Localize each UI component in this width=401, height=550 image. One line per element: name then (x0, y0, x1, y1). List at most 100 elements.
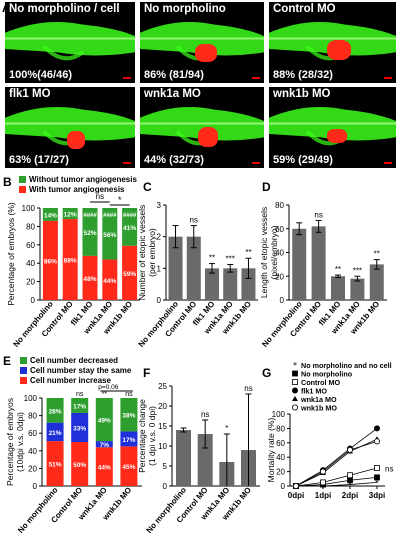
y-tick-label: 0 (163, 482, 168, 491)
fish-body (140, 106, 264, 146)
data-point (374, 474, 380, 481)
significance-label: ns (244, 384, 252, 393)
bar-without-angiogenesis (122, 208, 138, 246)
fish-image-2: No morpholino 86% (81/94) (140, 2, 264, 83)
y-tick-label: 80 (276, 424, 285, 433)
y-axis-label: Percentage of embryos(10dpi v.s. 0dpi) (5, 398, 25, 486)
scale-bar (123, 162, 131, 164)
y-axis-label: Percentage change(1 dpi v.s. 0 dpi) (137, 399, 157, 473)
y-tick-label: 40 (26, 259, 35, 268)
fish-image-3: Control MO 88% (28/32) (269, 2, 396, 83)
y-tick-label: 100 (22, 204, 36, 213)
bar (197, 434, 213, 486)
data-point (347, 477, 353, 484)
significance-label: ns (201, 410, 209, 419)
bar (311, 226, 326, 300)
panel-letter-c: C (143, 180, 152, 194)
legend-swatch (20, 377, 27, 384)
y-tick-label: 20 (26, 278, 35, 287)
y-tick-label: 25 (158, 382, 167, 391)
bar-value-label: 49% (98, 418, 111, 425)
bar-value-label: 86% (44, 258, 57, 265)
tumor-mass (195, 44, 217, 62)
image-stat: 59% (29/49) (273, 154, 333, 166)
image-label: flk1 MO (9, 88, 51, 100)
significance-label: ns (385, 465, 393, 474)
bar-value-label: 12% (64, 212, 77, 219)
x-tick-label: 3dpi (369, 491, 385, 500)
y-axis-label-line: Length of etopic vessels (259, 207, 269, 298)
significance-label: ns (314, 210, 322, 219)
image-label: wnk1b MO (273, 88, 331, 100)
bar (369, 264, 384, 300)
scale-bar (252, 77, 260, 79)
y-tick-label: 0 (31, 296, 36, 305)
data-point (347, 472, 353, 479)
y-axis-label: Length of etopic vessels(pixel/embryo) (259, 207, 279, 298)
bar-without-angiogenesis (42, 208, 58, 221)
tumor-mass (327, 40, 351, 60)
y-tick-label: 20 (276, 468, 285, 477)
tumor-mass (67, 131, 85, 149)
y-tick-label: 100 (272, 410, 286, 419)
legend-swatch (20, 367, 27, 374)
legend-label: Cell number increase (30, 376, 111, 385)
scale-bar (384, 77, 392, 79)
p-value-note: p=0.06 (98, 384, 118, 391)
legend-swatch-green (19, 176, 26, 183)
data-point (319, 468, 326, 475)
fish-image-5: wnk1a MO 44% (32/73) (140, 87, 264, 168)
bar (350, 278, 365, 300)
y-tick-label: 0 (280, 296, 285, 305)
bar-value-label: 44% (103, 278, 116, 285)
significance-label: *** (226, 255, 235, 264)
y-tick-label: 20 (158, 402, 167, 411)
bar-without-angiogenesis (102, 208, 118, 260)
significance-label: ns (190, 216, 198, 225)
bar-value-label: 59% (123, 271, 136, 278)
bar-with-angiogenesis (122, 245, 138, 300)
y-tick-label: 2 (157, 233, 162, 242)
bar (205, 268, 219, 300)
significance-label: #### (83, 213, 97, 219)
significance-label: ** (374, 250, 380, 259)
legend-label: wnk1b MO (300, 404, 337, 413)
bar-with-angiogenesis (42, 220, 58, 300)
y-tick-label: 60 (276, 439, 285, 448)
category-label: No morpholino (16, 485, 60, 534)
data-point (373, 425, 380, 432)
stacked-bar-segment (46, 398, 64, 423)
y-tick-label: 0 (281, 482, 286, 491)
x-tick-label: 2dpi (342, 491, 358, 500)
panel-letter-e: E (3, 354, 12, 368)
legend-marker: * (293, 361, 297, 370)
data-point (374, 465, 380, 471)
y-tick-label: 80 (26, 222, 35, 231)
stacked-bar-segment (120, 431, 138, 447)
bar-value-label: 28% (49, 408, 62, 415)
image-stat: 63% (17/27) (9, 154, 69, 166)
bar-value-label: 17% (73, 403, 86, 410)
scale-bar (384, 162, 392, 164)
fish-image-1: No morpholino / cell 100%(46/46) (5, 2, 135, 83)
data-point (346, 446, 353, 453)
y-tick-label: 80 (275, 201, 284, 210)
significance-label: *** (353, 266, 362, 275)
significance-label: * (225, 424, 228, 433)
y-axis-label: Number of etopic vessels(per embryo) (137, 205, 157, 300)
y-tick-label: 0 (157, 296, 162, 305)
stacked-bar-segment (71, 442, 89, 486)
significance-label: ** (335, 265, 341, 274)
x-tick-label: 1dpi (315, 491, 331, 500)
legend-label: Cell number stay the same (30, 366, 132, 375)
bar-value-label: 45% (122, 464, 135, 471)
significance-label: ** (102, 391, 108, 398)
panel-letter-f: F (143, 366, 151, 380)
significance-label: #### (103, 213, 117, 219)
bar-value-label: 88% (64, 258, 77, 265)
series-line (296, 482, 378, 487)
fish-image-6: wnk1b MO 59% (29/49) (269, 87, 396, 168)
bar (176, 430, 191, 486)
bar-value-label: 51% (49, 462, 62, 469)
bar (292, 228, 307, 300)
